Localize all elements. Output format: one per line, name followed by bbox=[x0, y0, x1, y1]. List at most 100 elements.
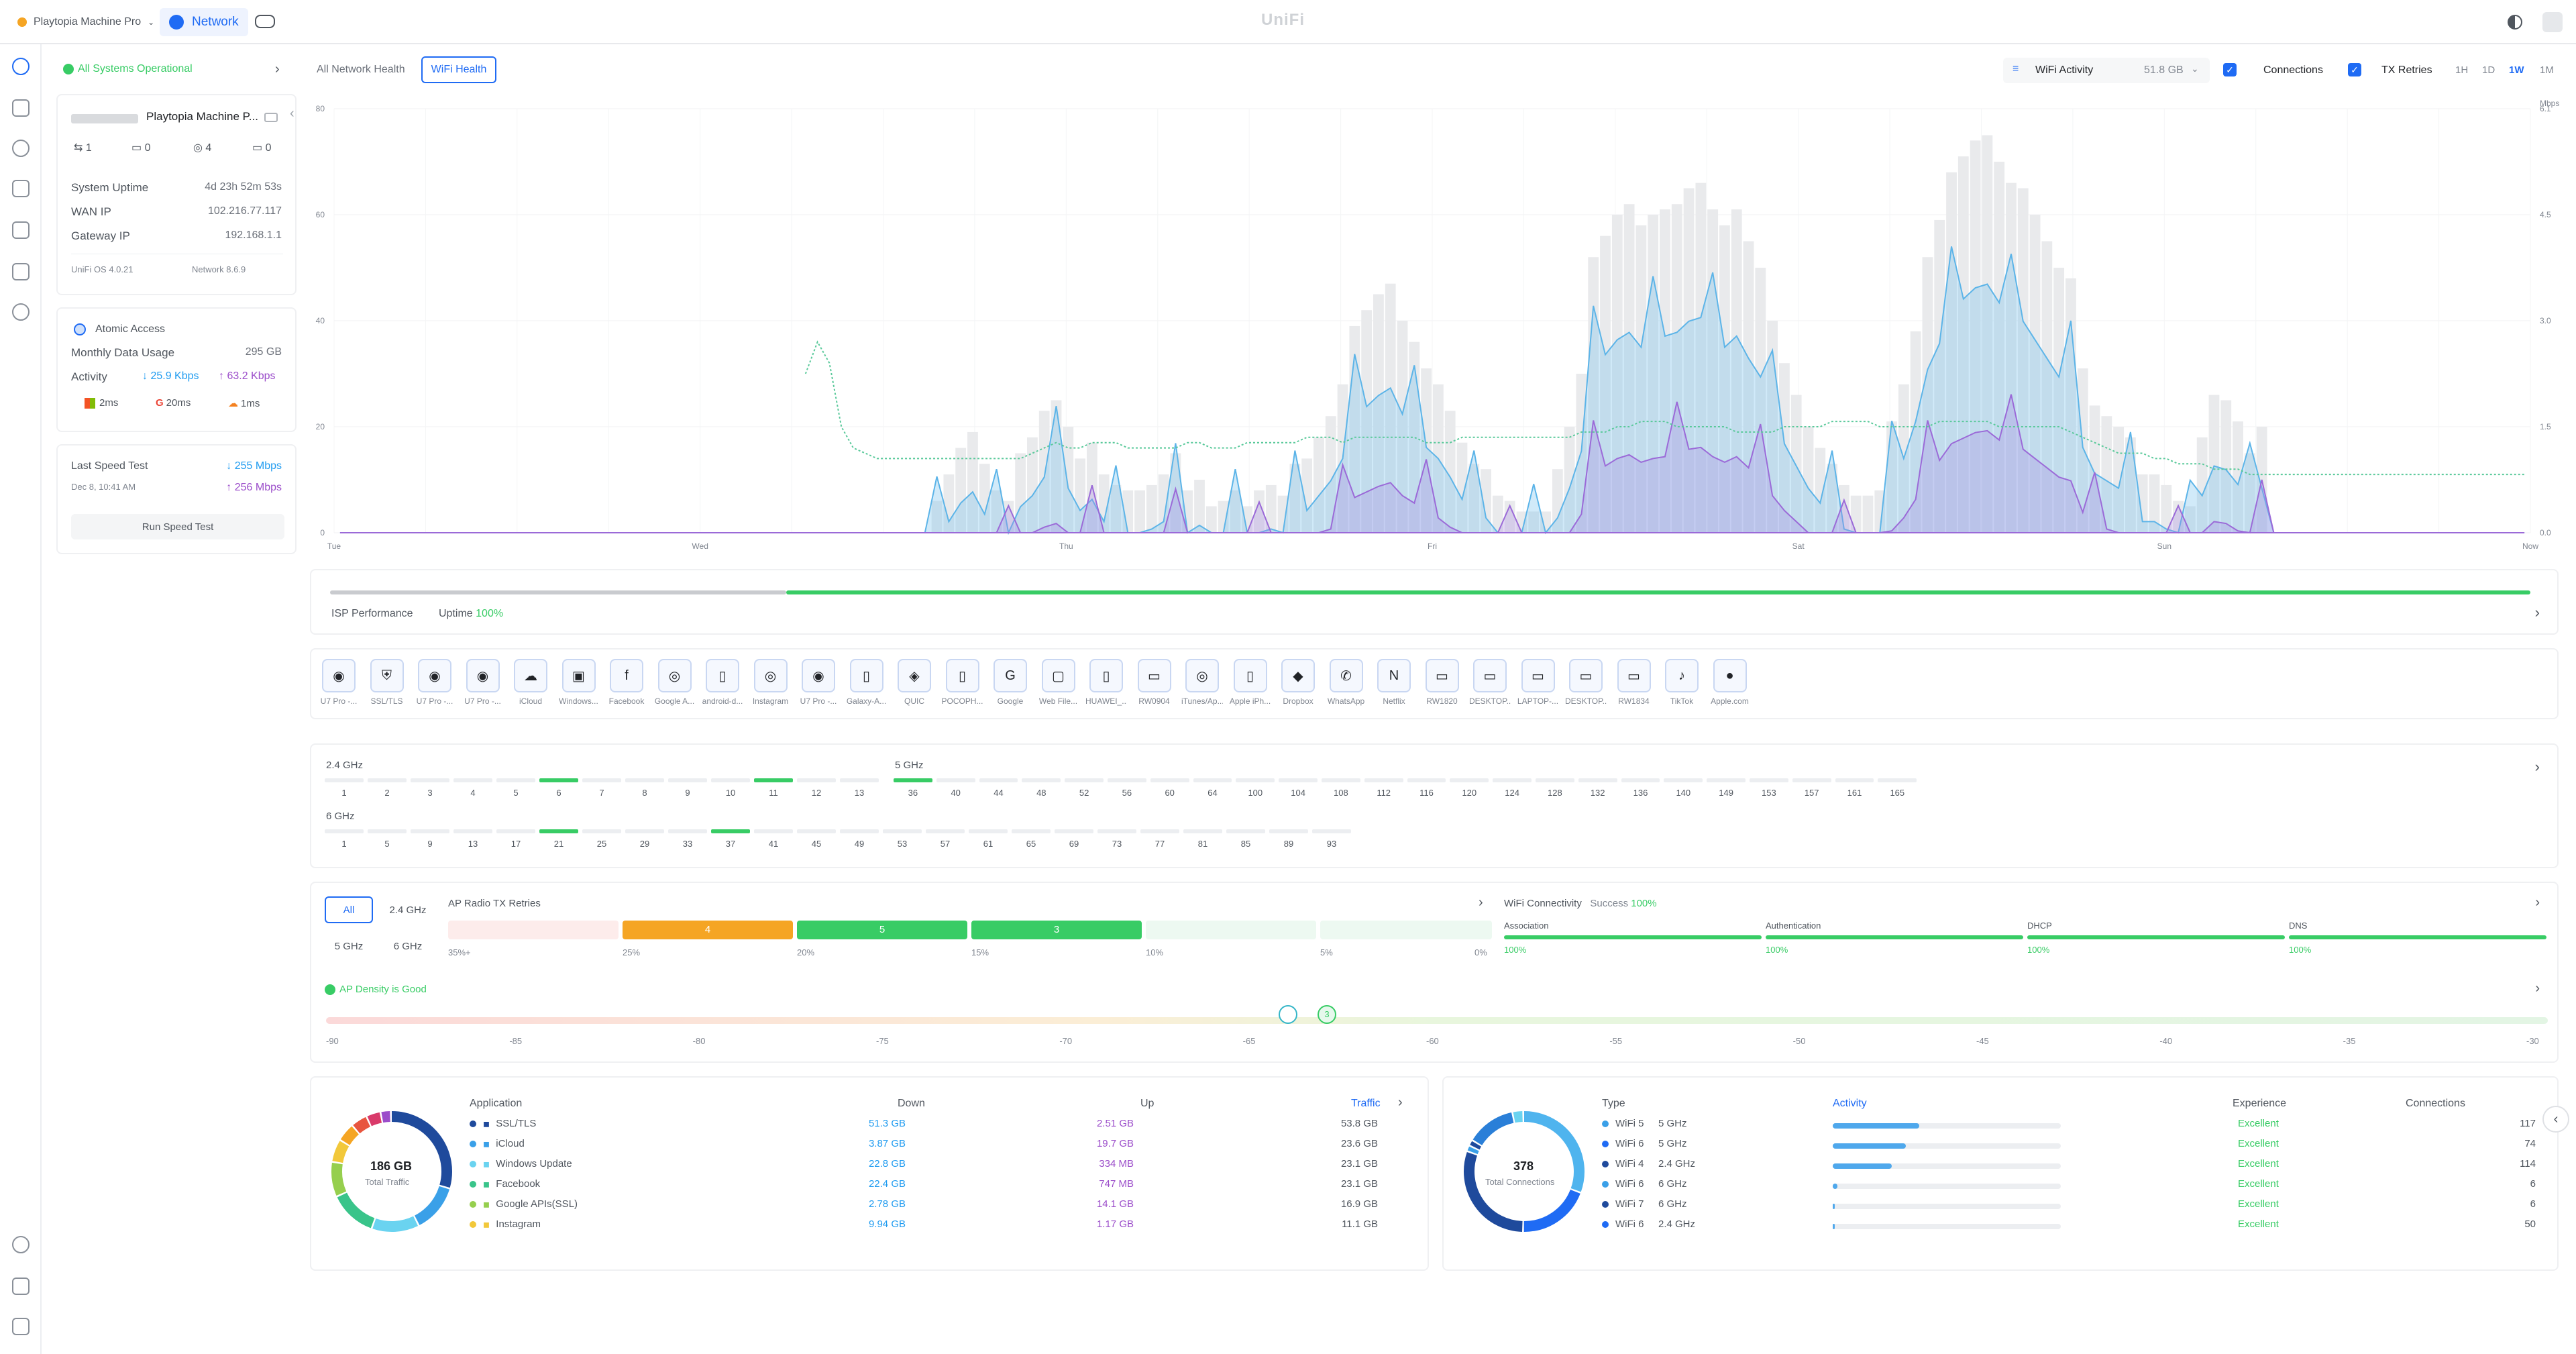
expand-panel-button[interactable]: ‹ bbox=[2542, 1106, 2569, 1133]
tab-all-network-health[interactable]: All Network Health bbox=[317, 64, 405, 75]
density-marker-ap[interactable] bbox=[1279, 1005, 1297, 1024]
channel-card[interactable]: 2.4 GHz 5 GHz 6 GHz 1 2 3 4 5 6 7 8 9 10 11 12 13 36… bbox=[310, 743, 2559, 868]
channel-6[interactable]: 29 bbox=[639, 839, 650, 849]
activity-selector[interactable] bbox=[2003, 58, 2210, 83]
app-tile[interactable]: ▣ Windows... bbox=[558, 659, 600, 706]
app-tile[interactable]: ◉ U7 Pro -... bbox=[414, 659, 455, 706]
device-menu-icon[interactable] bbox=[264, 113, 278, 122]
clients-icon[interactable] bbox=[12, 180, 30, 197]
isp-performance-card[interactable]: ISP Performance Uptime 100% › bbox=[310, 569, 2559, 635]
app-tile[interactable]: ◎ iTunes/Ap... bbox=[1181, 659, 1223, 706]
app-tile[interactable]: f Facebook bbox=[606, 659, 647, 706]
status-indicator[interactable]: All Systems Operational bbox=[63, 63, 193, 75]
channel-6[interactable]: 25 bbox=[596, 839, 607, 849]
app-tile[interactable]: ⛨ SSL/TLS bbox=[366, 659, 408, 706]
channel-6[interactable]: 73 bbox=[1112, 839, 1122, 849]
statistics-icon[interactable] bbox=[12, 221, 30, 239]
channel-6[interactable]: 81 bbox=[1197, 839, 1208, 849]
channel-5[interactable]: 60 bbox=[1165, 788, 1175, 798]
notes-icon[interactable] bbox=[12, 1278, 30, 1295]
traffic-row[interactable]: ◼ iCloud 3.87 GB 19.7 GB 23.6 GB bbox=[470, 1138, 1415, 1154]
connections-checkbox[interactable]: ✓ bbox=[2223, 63, 2237, 76]
channel-6[interactable]: 65 bbox=[1026, 839, 1036, 849]
channel-24[interactable]: 4 bbox=[470, 788, 476, 798]
avatar[interactable] bbox=[2542, 12, 2563, 32]
theme-toggle-icon[interactable] bbox=[2508, 15, 2522, 30]
channel-24[interactable]: 1 bbox=[341, 788, 347, 798]
channel-24[interactable]: 11 bbox=[769, 788, 778, 798]
app-tile[interactable]: ◉ U7 Pro -... bbox=[798, 659, 839, 706]
app-tile[interactable]: ▭ LAPTOP-... bbox=[1517, 659, 1559, 706]
channel-6[interactable]: 37 bbox=[725, 839, 736, 849]
settings-icon[interactable] bbox=[12, 1236, 30, 1253]
channel-6[interactable]: 77 bbox=[1155, 839, 1165, 849]
channel-5[interactable]: 165 bbox=[1890, 788, 1905, 798]
col-traffic[interactable]: Traffic bbox=[1351, 1098, 1381, 1109]
channel-6[interactable]: 9 bbox=[427, 839, 433, 849]
channel-5[interactable]: 132 bbox=[1590, 788, 1605, 798]
channel-5[interactable]: 120 bbox=[1462, 788, 1477, 798]
channel-6[interactable]: 89 bbox=[1283, 839, 1294, 849]
traffic-row[interactable]: ◼ Google APIs(SSL) 2.78 GB 14.1 GB 16.9 GB bbox=[470, 1198, 1415, 1214]
security-icon[interactable] bbox=[12, 303, 30, 321]
channel-5[interactable]: 116 bbox=[1419, 788, 1434, 798]
tab-wifi-health[interactable]: WiFi Health bbox=[421, 56, 496, 83]
os-version[interactable]: UniFi OS 4.0.21 bbox=[71, 264, 133, 274]
protect-icon[interactable] bbox=[255, 15, 275, 28]
channel-5[interactable]: 40 bbox=[951, 788, 961, 798]
run-speed-test-button[interactable]: Run Speed Test bbox=[71, 514, 284, 539]
channel-24[interactable]: 7 bbox=[599, 788, 604, 798]
range-1h[interactable]: 1H bbox=[2455, 64, 2469, 76]
traffic-row[interactable]: ◼ Instagram 9.94 GB 1.17 GB 11.1 GB bbox=[470, 1218, 1415, 1235]
channel-6[interactable]: 93 bbox=[1326, 839, 1337, 849]
app-tile[interactable]: ✆ WhatsApp bbox=[1326, 659, 1367, 706]
channel-5[interactable]: 52 bbox=[1079, 788, 1089, 798]
insights-icon[interactable] bbox=[12, 263, 30, 280]
app-tile[interactable]: ▭ RW1834 bbox=[1613, 659, 1655, 706]
app-tile[interactable]: ◉ U7 Pro -... bbox=[462, 659, 504, 706]
dashboard-icon[interactable] bbox=[12, 58, 30, 75]
connection-row[interactable]: WiFi 6 2.4 GHz Excellent 50 bbox=[1602, 1218, 2541, 1235]
traffic-row[interactable]: ◼ Facebook 22.4 GB 747 MB 23.1 GB bbox=[470, 1178, 1415, 1194]
channel-5[interactable]: 157 bbox=[1804, 788, 1819, 798]
app-tile[interactable]: ▭ DESKTOP... bbox=[1565, 659, 1607, 706]
channel-5[interactable]: 44 bbox=[994, 788, 1004, 798]
channel-5[interactable]: 140 bbox=[1676, 788, 1691, 798]
channel-6[interactable]: 13 bbox=[468, 839, 478, 849]
channel-5[interactable]: 161 bbox=[1847, 788, 1862, 798]
channel-5[interactable]: 136 bbox=[1633, 788, 1648, 798]
devices-icon[interactable] bbox=[12, 140, 30, 157]
app-tile[interactable]: ◆ Dropbox bbox=[1277, 659, 1319, 706]
app-tile[interactable]: ▢ Web File... bbox=[1038, 659, 1079, 706]
channel-5[interactable]: 112 bbox=[1377, 788, 1391, 798]
tab-network[interactable]: Network bbox=[160, 8, 248, 36]
app-tile[interactable]: ▯ Galaxy-A... bbox=[846, 659, 888, 706]
app-tile[interactable]: ▯ POCOPH... bbox=[942, 659, 983, 706]
channel-6[interactable]: 69 bbox=[1069, 839, 1079, 849]
chevron-right-icon[interactable]: › bbox=[275, 62, 280, 76]
channel-24[interactable]: 10 bbox=[725, 788, 736, 798]
range-1d[interactable]: 1D bbox=[2482, 64, 2496, 76]
filter-24[interactable]: 2.4 GHz bbox=[389, 904, 427, 916]
channel-5[interactable]: 153 bbox=[1762, 788, 1776, 798]
channel-5[interactable]: 149 bbox=[1719, 788, 1733, 798]
chevron-right-icon[interactable]: › bbox=[1479, 895, 1483, 910]
channel-24[interactable]: 5 bbox=[513, 788, 519, 798]
channel-24[interactable]: 9 bbox=[685, 788, 690, 798]
filter-all[interactable]: All bbox=[325, 896, 373, 923]
channel-5[interactable]: 104 bbox=[1291, 788, 1305, 798]
channel-5[interactable]: 36 bbox=[908, 788, 918, 798]
app-tile[interactable]: ◈ QUIC bbox=[894, 659, 935, 706]
retries-seg-15[interactable]: 3 bbox=[971, 921, 1142, 939]
channel-6[interactable]: 33 bbox=[682, 839, 693, 849]
chevron-right-icon[interactable]: › bbox=[2535, 981, 2540, 996]
retries-seg-20[interactable]: 5 bbox=[797, 921, 967, 939]
collapse-panel-icon[interactable]: ‹ bbox=[290, 106, 294, 121]
filter-5[interactable]: 5 GHz bbox=[334, 940, 364, 952]
channel-5[interactable]: 64 bbox=[1208, 788, 1218, 798]
app-tile[interactable]: ◎ Instagram bbox=[750, 659, 792, 706]
chevron-right-icon[interactable]: › bbox=[1398, 1095, 1403, 1110]
tx-checkbox[interactable]: ✓ bbox=[2348, 63, 2361, 76]
connections-donut[interactable] bbox=[1457, 1104, 1591, 1239]
app-tile[interactable]: ◉ U7 Pro -... bbox=[318, 659, 360, 706]
